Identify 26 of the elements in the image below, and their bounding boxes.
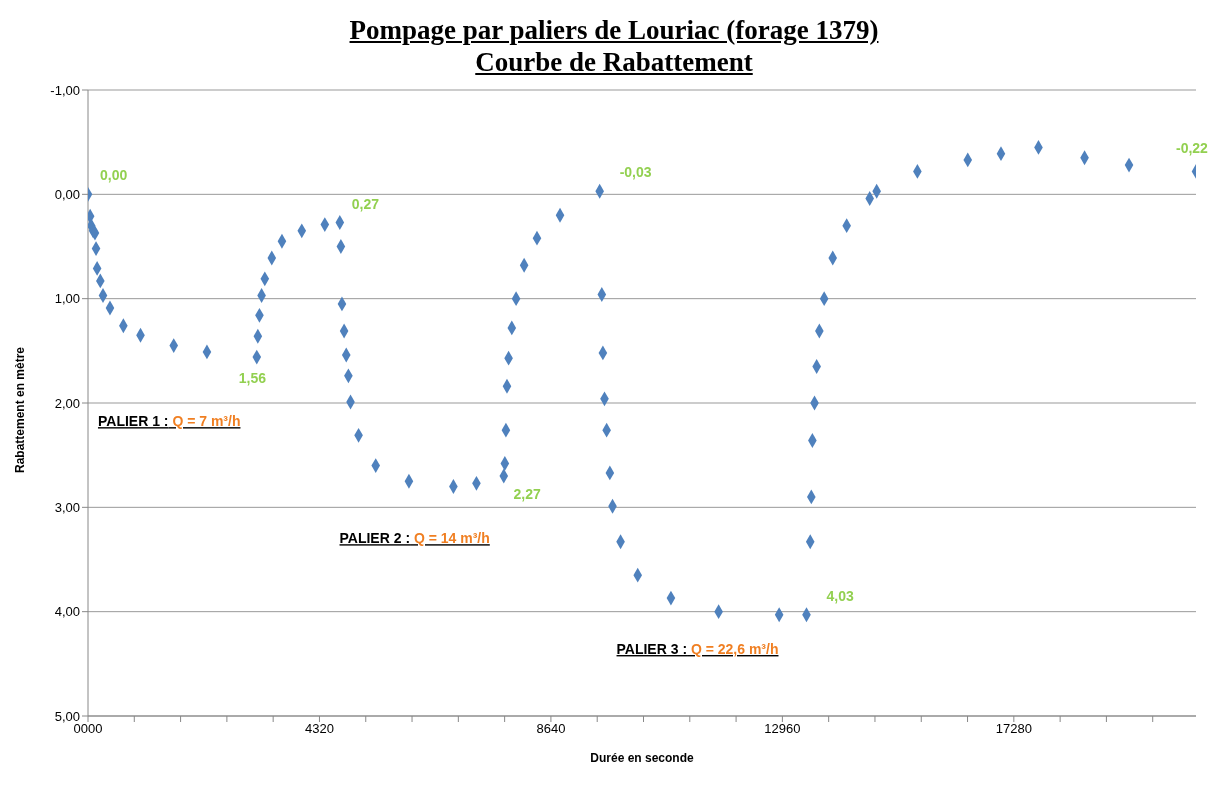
data-label: 4,03 bbox=[826, 587, 854, 604]
data-label: 0,00 bbox=[100, 167, 128, 184]
y-tick-label: 2,00 bbox=[54, 395, 80, 411]
annotation: PALIER 1 : Q = 7 m³/h bbox=[97, 413, 241, 430]
data-label: 1,56 bbox=[238, 370, 267, 387]
x-tick-label: 0000 bbox=[73, 721, 103, 737]
x-tick-label: 4320 bbox=[305, 721, 334, 737]
y-tick-label: 3,00 bbox=[54, 499, 80, 515]
x-tick-label: 17280 bbox=[995, 721, 1032, 737]
data-label: -0,03 bbox=[619, 164, 652, 181]
y-tick-label: 5,00 bbox=[54, 708, 80, 724]
x-tick-label: 12960 bbox=[764, 721, 801, 737]
x-axis-title: Durée en seconde bbox=[590, 751, 695, 765]
y-axis-title: Rabattement en mètre bbox=[13, 346, 28, 473]
data-label: 0,27 bbox=[351, 195, 380, 212]
y-tick-label: 4,00 bbox=[54, 604, 80, 620]
x-tick-label: 8640 bbox=[536, 721, 566, 737]
annotation: PALIER 3 : Q = 22,6 m³/h bbox=[616, 641, 779, 658]
y-tick-label: 0,00 bbox=[54, 186, 80, 202]
data-label: -0,22 bbox=[1176, 140, 1209, 157]
y-tick-label: 1,00 bbox=[54, 291, 80, 307]
annotation: 2,27 bbox=[513, 486, 541, 503]
chart-title: Pompage par paliers de Louriac (forage 1379) bbox=[349, 15, 879, 45]
y-tick-label: -1,00 bbox=[50, 82, 80, 98]
chart-subtitle: Courbe de Rabattement bbox=[475, 47, 753, 77]
annotation: PALIER 2 : Q = 14 m³/h bbox=[339, 530, 490, 547]
